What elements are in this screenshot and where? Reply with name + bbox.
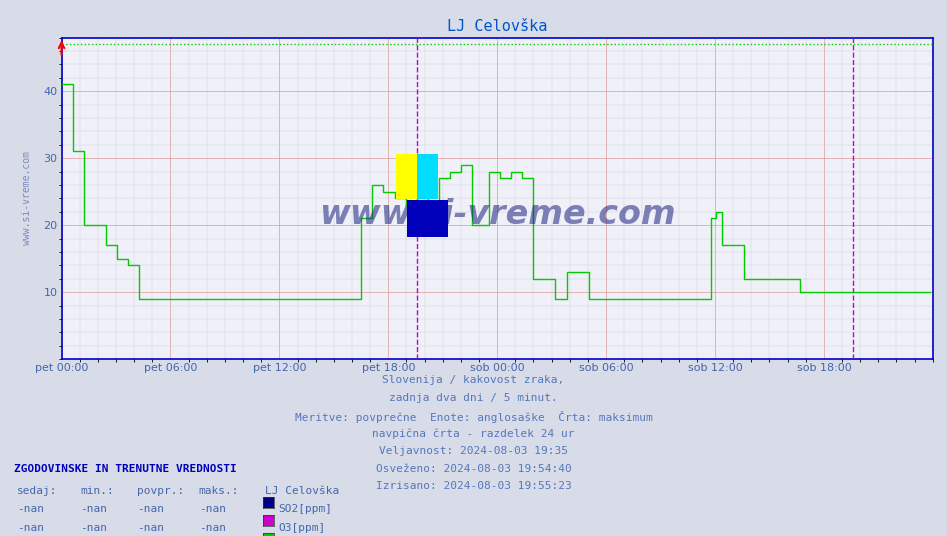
Text: -nan: -nan [80, 523, 108, 533]
Text: -nan: -nan [137, 523, 165, 533]
Text: Osveženo: 2024-08-03 19:54:40: Osveženo: 2024-08-03 19:54:40 [376, 464, 571, 474]
Text: www.si-vreme.com: www.si-vreme.com [319, 198, 675, 231]
Text: Slovenija / kakovost zraka,: Slovenija / kakovost zraka, [383, 375, 564, 385]
Text: www.si-vreme.com: www.si-vreme.com [22, 151, 31, 245]
Text: -nan: -nan [137, 504, 165, 515]
Text: Veljavnost: 2024-08-03 19:35: Veljavnost: 2024-08-03 19:35 [379, 446, 568, 456]
Text: maks.:: maks.: [199, 486, 240, 496]
Text: O3[ppm]: O3[ppm] [278, 523, 326, 533]
Title: LJ Celovška: LJ Celovška [447, 19, 547, 34]
Text: navpična črta - razdelek 24 ur: navpična črta - razdelek 24 ur [372, 428, 575, 439]
Text: -nan: -nan [17, 504, 45, 515]
Text: LJ Celovška: LJ Celovška [265, 486, 339, 496]
Text: zadnja dva dni / 5 minut.: zadnja dva dni / 5 minut. [389, 393, 558, 403]
Text: povpr.:: povpr.: [137, 486, 185, 496]
Text: sedaj:: sedaj: [17, 486, 58, 496]
Text: -nan: -nan [17, 523, 45, 533]
Text: -nan: -nan [199, 504, 226, 515]
Text: SO2[ppm]: SO2[ppm] [278, 504, 332, 515]
Text: -nan: -nan [199, 523, 226, 533]
Text: ZGODOVINSKE IN TRENUTNE VREDNOSTI: ZGODOVINSKE IN TRENUTNE VREDNOSTI [14, 464, 237, 474]
Text: Izrisano: 2024-08-03 19:55:23: Izrisano: 2024-08-03 19:55:23 [376, 481, 571, 492]
Text: min.:: min.: [80, 486, 115, 496]
Text: -nan: -nan [80, 504, 108, 515]
Text: Meritve: povprečne  Enote: anglosaške  Črta: maksimum: Meritve: povprečne Enote: anglosaške Črt… [295, 411, 652, 422]
